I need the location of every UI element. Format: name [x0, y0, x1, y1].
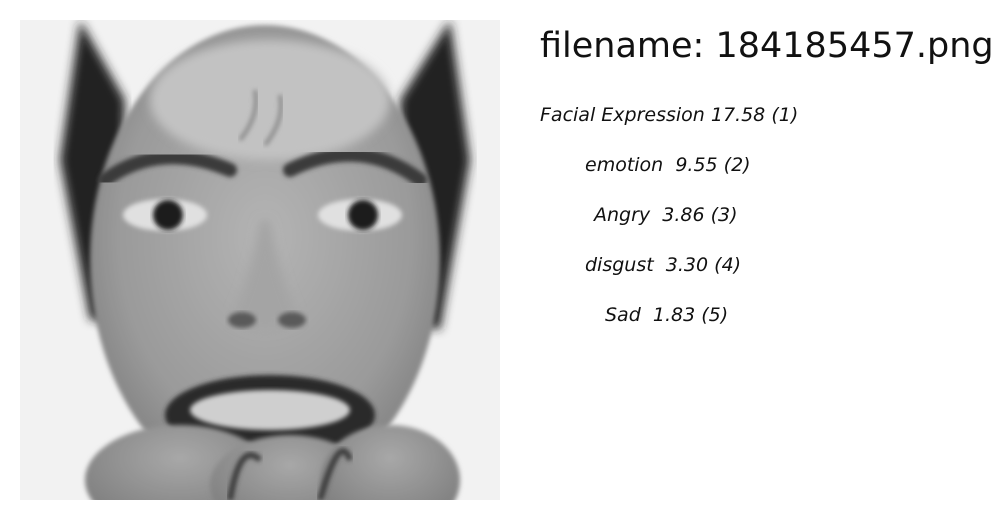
prediction-rank: (5)	[701, 304, 729, 326]
prediction-item: Sad 1.83 (5)	[605, 300, 728, 330]
prediction-score: 3.30	[665, 254, 709, 276]
prediction-item: Facial Expression 17.58 (1)	[540, 100, 798, 130]
prediction-score: 17.58	[710, 104, 766, 126]
prediction-name: emotion	[585, 154, 664, 176]
prediction-item: emotion 9.55 (2)	[585, 150, 751, 180]
prediction-score: 1.83	[652, 304, 696, 326]
prediction-rank: (3)	[710, 204, 738, 226]
prediction-name: Facial Expression	[540, 104, 705, 126]
prediction-item: disgust 3.30 (4)	[585, 250, 741, 280]
prediction-rank: (2)	[723, 154, 751, 176]
prediction-rank: (4)	[714, 254, 742, 276]
prediction-score: 9.55	[675, 154, 718, 176]
prediction-name: disgust	[585, 254, 654, 276]
prediction-name: Sad	[605, 304, 641, 326]
face-photo-illustration	[20, 20, 500, 500]
prediction-item: Angry 3.86 (3)	[594, 200, 738, 230]
prediction-rank: (1)	[771, 104, 799, 126]
prediction-score: 3.86	[662, 204, 705, 226]
prediction-name: Angry	[594, 204, 651, 226]
filename-label: filename: 184185457.png	[540, 26, 994, 66]
face-photo	[20, 20, 500, 500]
